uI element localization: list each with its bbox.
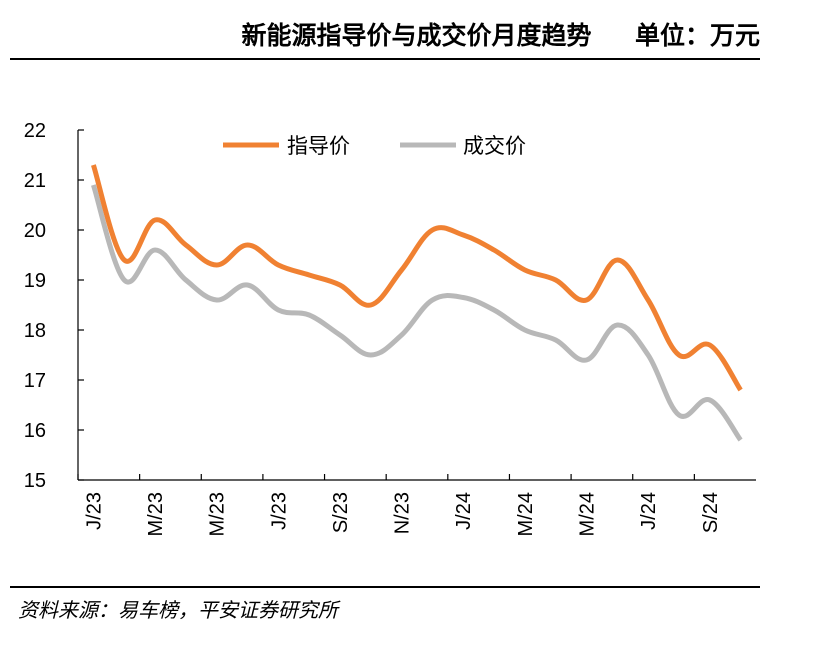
- legend: 指导价 成交价: [223, 134, 526, 158]
- x-tick-label: M/24: [577, 492, 599, 536]
- y-tick-label: 16: [24, 420, 46, 442]
- legend-label-deal: 成交价: [463, 134, 526, 158]
- x-tick-label: M/23: [207, 492, 229, 536]
- y-tick-label: 17: [24, 370, 46, 392]
- source-note: 资料来源：易车榜，平安证券研究所: [18, 598, 338, 622]
- x-tick-label: S/23: [330, 492, 352, 533]
- unit-text: 单位：万元: [634, 21, 760, 50]
- y-tick-label: 22: [24, 120, 46, 142]
- x-tick-label: J/24: [453, 492, 475, 530]
- x-tick-label: S/24: [700, 492, 722, 533]
- top-rule: [10, 58, 760, 60]
- x-tick-label: J/23: [83, 492, 105, 530]
- bottom-rule: [10, 586, 760, 588]
- series-line-deal: [91, 184, 743, 442]
- series-line-guide: [91, 164, 743, 392]
- x-tick-label: M/24: [515, 492, 537, 536]
- x-tick-label: M/23: [145, 492, 167, 536]
- y-tick-label: 19: [24, 270, 46, 292]
- y-tick-label: 20: [24, 220, 46, 242]
- y-tick-label: 15: [24, 470, 46, 492]
- title-text: 新能源指导价与成交价月度趋势: [241, 21, 592, 50]
- axes: 15 16 17 18 19 20 21 22 J/23 M/23 M/23 J/23 S/23 N/23…: [24, 120, 756, 536]
- x-tick-label: N/23: [392, 492, 414, 534]
- y-tick-label: 21: [24, 170, 46, 192]
- x-tick-label: J/23: [268, 492, 290, 530]
- x-tick-label: J/24: [638, 492, 660, 530]
- chart-title: 新能源指导价与成交价月度趋势 单位：万元: [0, 18, 760, 54]
- y-tick-label: 18: [24, 320, 46, 342]
- series-layer: [91, 164, 743, 442]
- legend-label-guide: 指导价: [287, 134, 350, 158]
